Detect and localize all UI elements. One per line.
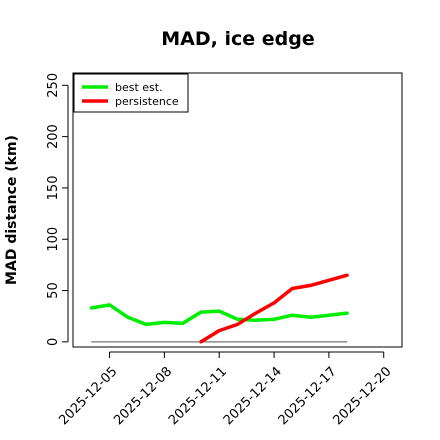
series-point-best-est — [107, 303, 112, 307]
series-point-best-est — [199, 310, 203, 314]
x-tick-label: 2025-12-05 — [56, 364, 120, 428]
series-point-persistence — [217, 328, 221, 333]
series-point-best-est — [345, 311, 349, 315]
series-point-best-est — [89, 306, 93, 310]
x-tick-label: 2025-12-11 — [166, 364, 230, 428]
series-point-best-est — [309, 315, 313, 319]
y-tick-label: 50 — [46, 282, 61, 299]
series-point-best-est — [327, 313, 331, 317]
series-point-best-est — [144, 322, 148, 327]
legend-label: best est. — [115, 81, 163, 94]
series-point-persistence — [290, 286, 294, 291]
legend: best est.persistence — [73, 73, 189, 113]
y-tick-label: 200 — [46, 124, 61, 149]
series-point-persistence — [345, 273, 349, 277]
series-point-persistence — [309, 283, 313, 288]
series-point-best-est — [235, 317, 240, 321]
y-tick-label: 250 — [46, 73, 61, 98]
y-tick-label: 150 — [46, 176, 61, 201]
series-point-persistence — [327, 278, 331, 282]
series-point-best-est — [126, 315, 130, 319]
axes: 2025-12-052025-12-082025-12-112025-12-14… — [46, 73, 395, 428]
series-line-persistence — [199, 273, 348, 344]
series-point-best-est — [181, 321, 185, 325]
series-layer — [89, 273, 349, 344]
plot-frame — [72, 72, 403, 348]
series-point-best-est — [217, 309, 221, 313]
series-point-persistence — [272, 301, 276, 305]
x-tick-label: 2025-12-20 — [331, 364, 395, 428]
series-point-best-est — [254, 318, 258, 322]
series-point-persistence — [199, 340, 203, 344]
x-tick-label: 2025-12-08 — [111, 364, 175, 428]
y-tick-label: 100 — [46, 227, 61, 252]
series-point-best-est — [290, 313, 294, 317]
y-tick-label: 0 — [46, 338, 61, 346]
series-point-persistence — [235, 322, 240, 327]
x-tick-label: 2025-12-14 — [221, 364, 285, 428]
legend-box — [73, 73, 189, 113]
x-tick-label: 2025-12-17 — [276, 364, 340, 428]
chart-title: MAD, ice edge — [161, 28, 314, 50]
series-line-best-est — [91, 303, 348, 327]
series-point-persistence — [254, 311, 258, 315]
series-point-best-est — [272, 317, 276, 321]
legend-label: persistence — [115, 95, 179, 108]
y-axis-label: MAD distance (km) — [4, 135, 20, 285]
series-point-best-est — [162, 320, 166, 324]
